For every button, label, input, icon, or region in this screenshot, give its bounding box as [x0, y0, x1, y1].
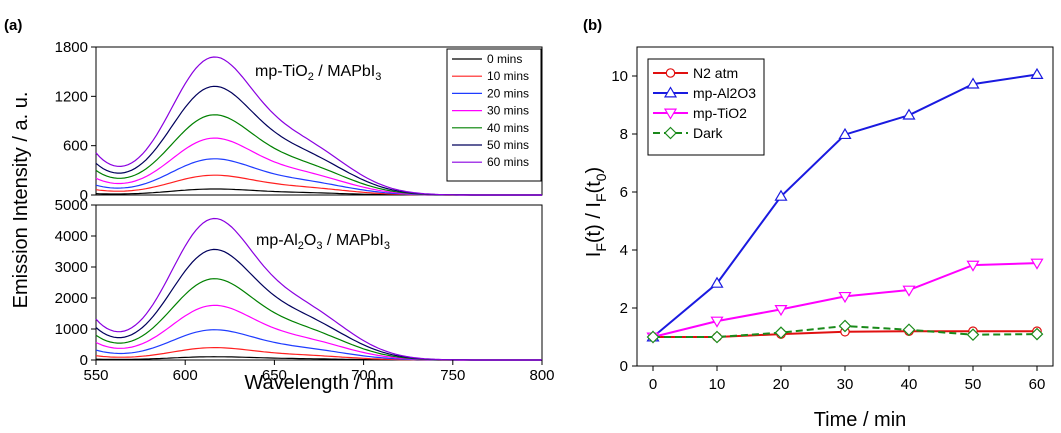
series-line	[95, 217, 542, 361]
data-point	[664, 126, 677, 140]
annotation-part: 3	[375, 71, 381, 83]
data-point	[646, 330, 660, 344]
y-tick-label: 3000	[55, 259, 88, 276]
y-tick-label: 8	[620, 126, 628, 143]
legend-label: 0 mins	[487, 52, 522, 66]
data-point	[663, 86, 678, 98]
data-point	[966, 328, 980, 342]
annotation-part: / MAPbI	[314, 63, 375, 80]
data-point	[838, 127, 852, 140]
y-tick-label: 1800	[55, 39, 88, 56]
legend-label: Dark	[693, 125, 724, 141]
data-point	[710, 330, 724, 344]
x-tick-label: 50	[965, 376, 982, 393]
y-tick-label: 2000	[55, 290, 88, 307]
y-tick-label: 4000	[55, 228, 88, 245]
plot-b: 0 10 20 30 40 50 60 0 2 4 6 8 10 N2 atm mp-Al2O3 mp-TiO…	[611, 46, 1054, 393]
series-line	[95, 278, 542, 361]
y-tick-label: 10	[611, 68, 628, 85]
y-tick-label: 1000	[55, 321, 88, 338]
annotation-part: mp-TiO	[255, 63, 308, 80]
legend-box	[446, 48, 542, 182]
panel-b-label: (b)	[583, 17, 602, 34]
x-tick-label: 700	[351, 367, 376, 384]
data-point	[1030, 327, 1044, 341]
series-line	[95, 248, 542, 361]
annotation-part: O	[304, 232, 316, 249]
data-point	[774, 326, 788, 339]
y-tick-label: 2	[620, 300, 628, 317]
data-point	[838, 291, 852, 304]
annotation-bottom: mp-Al2O3 / MAPbI3	[256, 232, 390, 252]
y-tick-label: 1200	[55, 88, 88, 105]
data-point	[838, 319, 852, 333]
series-line	[95, 188, 542, 196]
x-tick-label: 30	[837, 376, 854, 393]
x-axis-label-b: Time / min	[814, 409, 907, 431]
annotation-part: / MAPbI	[322, 232, 383, 249]
data-point	[1030, 67, 1044, 80]
data-point	[902, 108, 916, 120]
legend-label: 60 mins	[487, 155, 529, 169]
data-point	[902, 285, 916, 297]
panel-a: (a) Emission Intensity / a. u. Wavelengt…	[4, 17, 555, 394]
x-tick-label: 0	[649, 376, 657, 393]
legend-label: 40 mins	[487, 121, 529, 135]
data-point	[710, 276, 724, 288]
series-line	[95, 304, 542, 361]
annotation-top: mp-TiO2 / MAPbI3	[255, 63, 381, 83]
legend-b: N2 atm mp-Al2O3 mp-TiO2 Dark	[647, 58, 765, 156]
legend-label: 30 mins	[487, 104, 529, 118]
y-axis-label-a: Emission Intensity / a. u.	[10, 92, 32, 309]
y-tick-label: 0	[80, 352, 88, 369]
legend-label: mp-TiO2	[693, 105, 747, 121]
legend-label: 10 mins	[487, 69, 529, 83]
legend-label: 20 mins	[487, 86, 529, 100]
data-point	[966, 77, 980, 89]
x-tick-label: 650	[262, 367, 287, 384]
plot-frame	[95, 46, 543, 196]
x-tick-label: 10	[709, 376, 726, 393]
x-tick-label: 40	[901, 376, 918, 393]
legend-label: mp-Al2O3	[693, 85, 756, 101]
y-axis-label-b: IF(t) / IF(t0)	[583, 167, 609, 257]
legend-a: 0 mins 10 mins 20 mins 30 mins 40 mins 50 min…	[446, 48, 542, 182]
legend-label: N2 atm	[693, 65, 738, 81]
x-tick-label: 550	[83, 367, 108, 384]
data-point	[1030, 258, 1044, 270]
y-tick-label: 5000	[55, 197, 88, 214]
panel-b: (b) Time / min IF(t) / IF(t0) 0 10 20 30 40 5…	[583, 17, 1054, 431]
annotation-part: 2	[308, 71, 314, 83]
y-tick-label: 6	[620, 184, 628, 201]
x-tick-label: 600	[173, 367, 198, 384]
x-tick-label: 750	[440, 367, 465, 384]
data-point	[665, 68, 676, 78]
annotation-part: 3	[384, 240, 390, 252]
annotation-part: 2	[298, 240, 304, 252]
panel-a-label: (a)	[4, 17, 22, 34]
legend-label: 50 mins	[487, 138, 529, 152]
y-tick-label: 4	[620, 242, 628, 259]
y-tick-label: 0	[620, 358, 628, 375]
x-tick-label: 20	[773, 376, 790, 393]
x-tick-label: 60	[1029, 376, 1046, 393]
data-point	[774, 305, 788, 317]
plot-frame	[95, 204, 543, 361]
annotation-part: 3	[316, 240, 322, 252]
data-point	[774, 189, 788, 201]
y-tick-label: 0	[80, 187, 88, 204]
x-axis-label-a: Wavelength / nm	[244, 372, 393, 394]
data-point	[710, 316, 724, 328]
x-tick-label: 800	[529, 367, 554, 384]
y-tick-label: 600	[63, 138, 88, 155]
data-point	[966, 260, 980, 272]
annotation-part: mp-Al	[256, 232, 298, 249]
data-point	[902, 323, 916, 337]
series-line	[95, 56, 542, 196]
data-point	[663, 108, 678, 120]
